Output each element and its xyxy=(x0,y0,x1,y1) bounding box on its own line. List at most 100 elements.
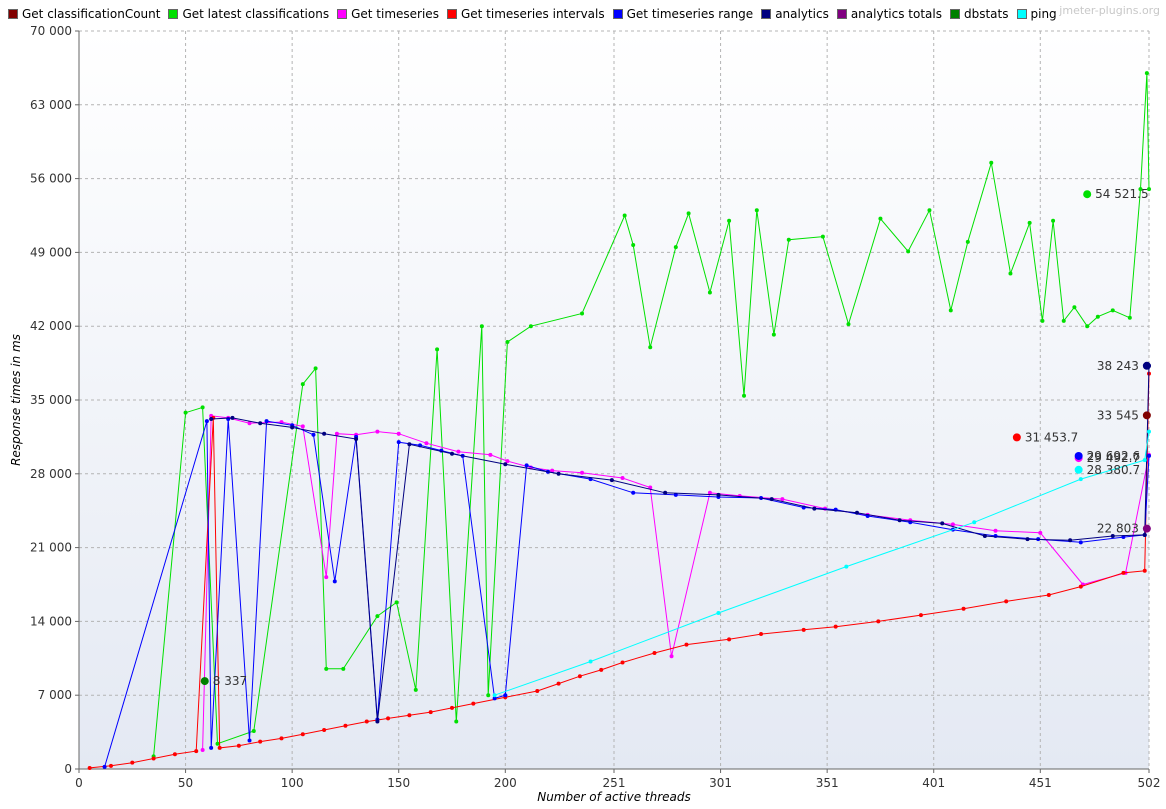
end-label-get-classificationcount: 33 545 xyxy=(1097,408,1139,422)
data-point-analytics xyxy=(354,437,359,442)
watermark: jmeter-plugins.org xyxy=(1059,4,1160,17)
data-point-analytics xyxy=(209,416,214,421)
data-point-get-timeseries-range xyxy=(311,432,316,437)
data-point-get-latest-classifications xyxy=(1085,324,1090,329)
legend-swatch xyxy=(949,9,960,19)
data-point-get-latest-classifications xyxy=(771,332,776,337)
data-point-get-timeseries-intervals xyxy=(535,688,540,693)
data-point-get-latest-classifications xyxy=(673,245,678,250)
x-tick-label: 451 xyxy=(1029,776,1052,790)
data-point-get-timeseries xyxy=(300,424,305,429)
legend-item-analytics-totals: analytics totals xyxy=(836,7,942,21)
end-marker-analytics-totals xyxy=(1142,524,1151,533)
data-point-get-timeseries-intervals xyxy=(151,756,156,761)
legend-swatch xyxy=(168,9,179,19)
legend-label: Get classificationCount xyxy=(22,7,161,21)
data-point-analytics xyxy=(1025,537,1030,542)
end-marker-ping xyxy=(1074,465,1083,474)
data-point-get-timeseries-intervals xyxy=(801,627,806,632)
data-point-get-timeseries xyxy=(375,429,380,434)
legend-label: analytics xyxy=(775,7,829,21)
data-point-get-timeseries-range xyxy=(1147,453,1151,458)
data-point-get-latest-classifications xyxy=(648,345,653,350)
legend-label: Get latest classifications xyxy=(182,7,330,21)
data-point-get-timeseries-intervals xyxy=(599,667,604,672)
data-point-get-timeseries xyxy=(580,470,585,475)
data-point-get-latest-classifications xyxy=(375,614,380,619)
data-point-get-latest-classifications xyxy=(341,666,346,671)
data-point-get-timeseries xyxy=(396,431,401,436)
data-point-get-latest-classifications xyxy=(846,322,851,327)
data-point-get-timeseries-intervals xyxy=(130,760,135,765)
legend-item-get-classificationcount: Get classificationCount xyxy=(8,7,160,21)
data-point-get-timeseries xyxy=(200,748,205,753)
legend-item-get-latest-classifications: Get latest classifications xyxy=(168,7,329,21)
data-point-analytics xyxy=(1142,532,1147,537)
legend-swatch xyxy=(836,9,847,19)
data-point-get-timeseries-intervals xyxy=(217,745,222,750)
data-point-get-timeseries-intervals xyxy=(876,619,881,624)
end-label-analytics-totals: 22 803 xyxy=(1097,522,1139,536)
data-point-get-latest-classifications xyxy=(622,213,627,218)
data-point-get-timeseries-intervals xyxy=(386,716,391,721)
data-point-get-latest-classifications xyxy=(927,208,932,213)
data-point-get-latest-classifications xyxy=(505,340,510,345)
x-tick-label: 351 xyxy=(816,776,839,790)
data-point-get-timeseries-intervals xyxy=(1121,570,1126,575)
end-label-get-timeseries-intervals: 31 453.7 xyxy=(1025,430,1078,444)
data-point-analytics xyxy=(854,510,859,515)
x-tick-label: 251 xyxy=(603,776,626,790)
data-point-ping xyxy=(1147,429,1151,434)
data-point-get-latest-classifications xyxy=(965,239,970,244)
data-point-get-latest-classifications xyxy=(1061,318,1066,323)
data-point-get-latest-classifications xyxy=(878,216,883,221)
x-tick-label: 301 xyxy=(709,776,732,790)
data-point-get-timeseries xyxy=(707,490,712,495)
end-label-ping: 28 380.7 xyxy=(1087,463,1140,477)
y-tick-label: 70 000 xyxy=(30,24,72,38)
data-point-get-timeseries xyxy=(247,421,252,426)
data-point-get-timeseries-intervals xyxy=(172,752,177,757)
data-point-get-latest-classifications xyxy=(486,693,491,698)
data-point-get-timeseries-intervals xyxy=(279,736,284,741)
data-point-get-timeseries xyxy=(780,497,785,502)
data-point-get-timeseries xyxy=(324,575,329,580)
data-point-get-timeseries-intervals xyxy=(1142,568,1147,573)
data-point-get-timeseries-range xyxy=(631,490,636,495)
y-tick-label: 7 000 xyxy=(38,688,72,702)
data-point-get-timeseries-range xyxy=(264,419,269,424)
legend-item-get-timeseries-range: Get timeseries range xyxy=(612,7,753,21)
data-point-analytics xyxy=(982,534,987,539)
data-point-analytics xyxy=(503,462,508,467)
data-point-get-latest-classifications xyxy=(1095,314,1100,319)
data-point-get-timeseries-range xyxy=(503,693,508,698)
data-point-get-latest-classifications xyxy=(754,208,759,213)
data-point-get-timeseries-intervals xyxy=(300,732,305,737)
y-axis-title: Response times in ms xyxy=(9,334,23,466)
data-point-get-latest-classifications xyxy=(1008,271,1013,276)
data-point-get-timeseries-range xyxy=(396,440,401,445)
data-point-analytics xyxy=(322,431,327,436)
data-point-analytics xyxy=(230,415,235,420)
data-point-get-latest-classifications xyxy=(727,218,732,223)
x-tick-label: 401 xyxy=(922,776,945,790)
data-point-get-timeseries-range xyxy=(332,579,337,584)
data-point-get-timeseries-intervals xyxy=(556,681,561,686)
data-point-get-latest-classifications xyxy=(200,405,205,410)
data-point-ping xyxy=(492,693,497,698)
data-point-get-timeseries-intervals xyxy=(1046,593,1051,598)
data-point-get-timeseries-intervals xyxy=(1078,584,1083,589)
data-point-get-latest-classifications xyxy=(454,719,459,724)
series-line-ping xyxy=(494,431,1150,696)
data-point-get-latest-classifications xyxy=(742,393,747,398)
data-point-get-timeseries-range xyxy=(1078,540,1083,545)
data-point-get-latest-classifications xyxy=(528,324,533,329)
legend-item-get-timeseries-intervals: Get timeseries intervals xyxy=(446,7,605,21)
data-point-get-latest-classifications xyxy=(324,666,329,671)
data-point-analytics xyxy=(716,492,721,497)
data-point-get-latest-classifications xyxy=(1027,220,1032,225)
data-point-get-latest-classifications xyxy=(435,347,440,352)
y-tick-label: 14 000 xyxy=(30,614,72,628)
data-point-get-timeseries-intervals xyxy=(684,642,689,647)
data-point-get-latest-classifications xyxy=(479,324,484,329)
